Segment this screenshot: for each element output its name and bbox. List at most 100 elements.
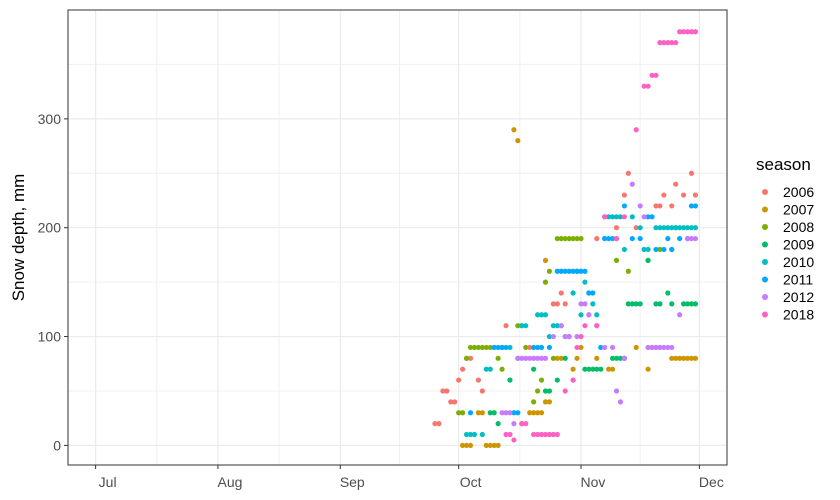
- data-point: [677, 355, 683, 361]
- data-point: [637, 225, 643, 231]
- legend-key-2010: [762, 259, 768, 265]
- data-point: [665, 225, 671, 231]
- legend-label-2010: 2010: [783, 254, 814, 270]
- data-point: [586, 290, 592, 296]
- data-point: [649, 72, 655, 78]
- data-point: [617, 399, 624, 405]
- data-point: [495, 355, 501, 361]
- data-point: [515, 138, 521, 144]
- data-point: [499, 410, 505, 416]
- data-point: [673, 355, 679, 361]
- data-point: [499, 344, 505, 351]
- data-point: [531, 431, 537, 438]
- data-point: [538, 355, 545, 361]
- y-tick-label: 300: [38, 111, 62, 127]
- data-point: [621, 192, 628, 198]
- data-point: [688, 29, 695, 35]
- data-point: [574, 355, 580, 361]
- data-point: [527, 410, 533, 416]
- data-point: [661, 344, 667, 351]
- legend-label-2009: 2009: [783, 237, 814, 253]
- data-point: [460, 410, 466, 416]
- data-point: [507, 377, 513, 383]
- data-point: [609, 366, 616, 372]
- data-point: [621, 203, 628, 209]
- data-point: [570, 268, 576, 274]
- data-point: [684, 355, 691, 361]
- data-point: [531, 410, 537, 416]
- legend-label-2011: 2011: [783, 272, 813, 288]
- y-tick-label: 200: [38, 220, 62, 236]
- data-point: [546, 431, 553, 438]
- data-point: [661, 246, 667, 253]
- data-point: [527, 344, 533, 351]
- data-point: [460, 366, 466, 372]
- data-point: [649, 344, 655, 351]
- series-2009: [487, 257, 699, 427]
- data-point: [554, 355, 560, 361]
- data-point: [542, 388, 549, 394]
- data-point: [527, 355, 533, 361]
- x-tick-label: Dec: [699, 474, 724, 490]
- data-point: [613, 225, 620, 231]
- data-point: [467, 431, 474, 438]
- data-point: [677, 312, 683, 318]
- data-point: [562, 333, 568, 340]
- data-point: [534, 388, 541, 394]
- data-point: [677, 235, 683, 242]
- series-2018: [503, 29, 699, 443]
- data-point: [606, 214, 612, 220]
- data-point: [657, 344, 663, 351]
- data-point: [519, 323, 525, 329]
- data-point: [669, 225, 675, 231]
- data-point: [487, 442, 493, 449]
- plot-border: [67, 9, 728, 466]
- data-point: [641, 246, 647, 253]
- data-point: [645, 366, 651, 372]
- data-point: [673, 181, 679, 187]
- data-point: [692, 192, 699, 198]
- data-point: [649, 214, 655, 220]
- data-point: [629, 214, 635, 220]
- data-point: [653, 344, 659, 351]
- data-point: [534, 355, 541, 361]
- x-tick-label: Sep: [340, 474, 365, 490]
- data-point: [653, 72, 659, 78]
- legend-label-2018: 2018: [783, 307, 814, 323]
- data-point: [645, 257, 651, 263]
- data-point: [574, 333, 580, 340]
- data-point: [637, 235, 643, 242]
- data-point: [523, 344, 529, 351]
- data-point: [507, 410, 513, 416]
- data-point: [546, 399, 553, 405]
- data-point: [558, 235, 564, 242]
- data-point: [613, 235, 620, 242]
- data-point: [515, 323, 521, 329]
- data-point: [452, 399, 458, 405]
- data-point: [519, 355, 525, 361]
- data-point: [680, 225, 687, 231]
- data-point: [578, 312, 584, 318]
- data-point: [531, 399, 537, 405]
- axes: 0 100 200 300 Jul Aug Sep Oct Nov Dec: [38, 111, 724, 490]
- data-point: [602, 235, 608, 242]
- data-point: [680, 192, 687, 198]
- y-axis-title: Snow depth, mm: [9, 174, 28, 302]
- data-point: [440, 388, 446, 394]
- data-point: [475, 377, 481, 383]
- data-point: [602, 214, 608, 220]
- data-point: [531, 355, 537, 361]
- data-point: [692, 235, 699, 242]
- data-point: [684, 29, 691, 35]
- data-point: [546, 344, 553, 351]
- data-point: [609, 355, 616, 361]
- data-point: [523, 323, 529, 329]
- data-point: [613, 388, 620, 394]
- data-points: [432, 29, 699, 449]
- data-point: [507, 431, 513, 438]
- y-tick-label: 100: [38, 329, 62, 345]
- data-point: [570, 377, 576, 383]
- data-point: [566, 333, 572, 340]
- data-point: [613, 355, 620, 361]
